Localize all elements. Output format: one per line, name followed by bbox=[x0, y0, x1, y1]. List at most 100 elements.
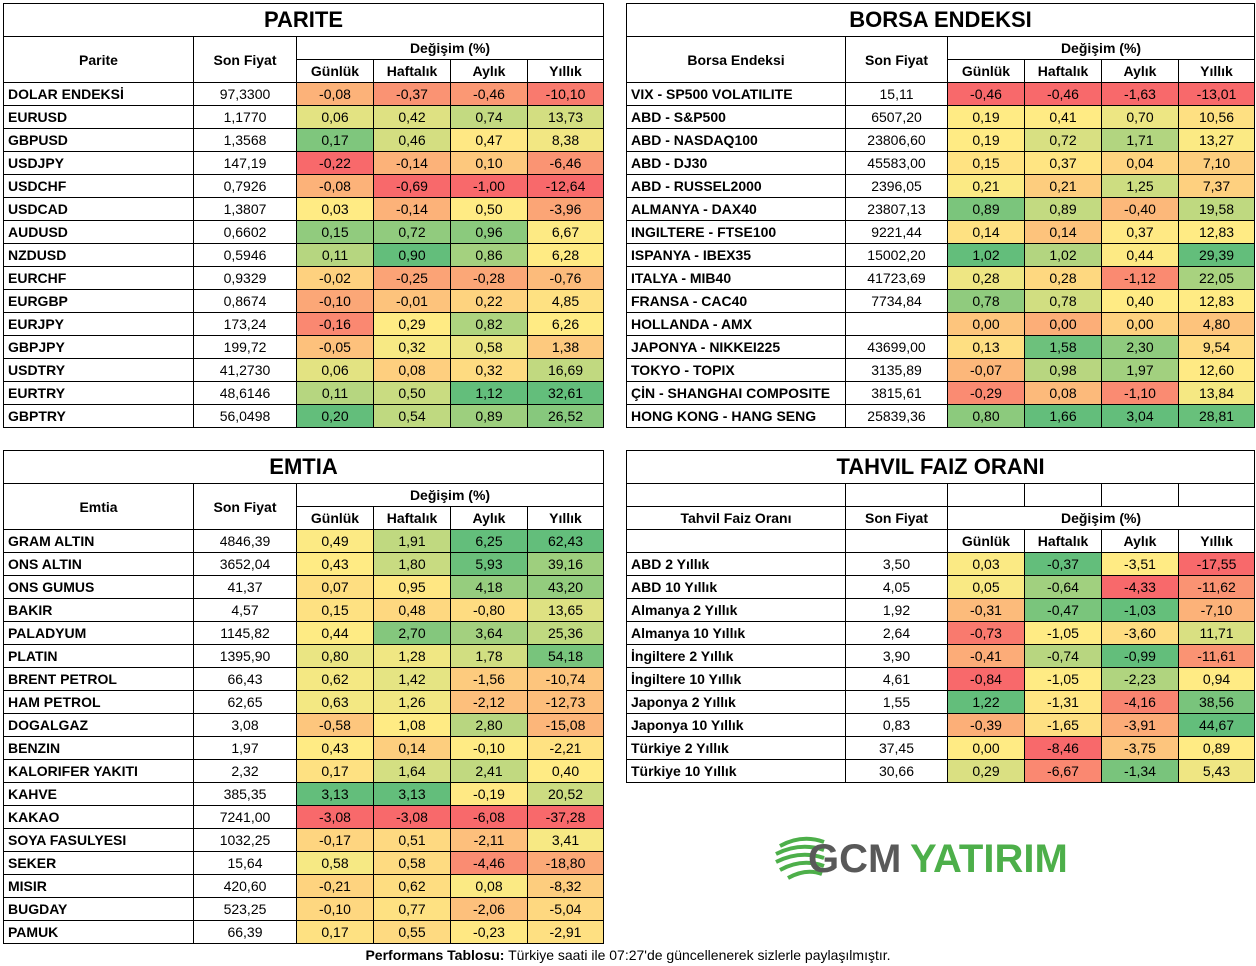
row-price: 66,43 bbox=[193, 667, 297, 691]
row-name: DOLAR ENDEKSİ bbox=[3, 82, 194, 106]
period-monthly: Aylık bbox=[450, 59, 528, 83]
row-price: 199,72 bbox=[193, 335, 297, 359]
change-weekly: 0,72 bbox=[373, 220, 451, 244]
col-change-header: Değişim (%) bbox=[295, 483, 605, 507]
gcm-yatirim-logo: GCM YATIRIM bbox=[772, 830, 1092, 886]
change-daily: 0,03 bbox=[947, 552, 1025, 576]
change-monthly: -1,56 bbox=[450, 667, 528, 691]
change-weekly: -1,31 bbox=[1024, 690, 1102, 714]
change-yearly: 43,20 bbox=[526, 575, 605, 599]
logo-text-gcm: GCM bbox=[808, 837, 901, 881]
change-daily: 0,15 bbox=[296, 220, 374, 244]
footer-bold: Performans Tablosu: bbox=[365, 947, 505, 963]
row-name: BENZIN bbox=[3, 736, 194, 760]
change-monthly: 0,37 bbox=[1101, 220, 1179, 244]
table-row: HOLLANDA - AMX 0,00 0,00 0,00 4,80 bbox=[626, 312, 1256, 336]
row-price: 48,6146 bbox=[193, 381, 297, 405]
col-name-header: Tahvil Faiz Oranı bbox=[626, 506, 846, 530]
row-price: 3,90 bbox=[845, 644, 948, 668]
col-price-header: Son Fiyat bbox=[845, 36, 948, 83]
change-daily: 0,20 bbox=[296, 404, 374, 428]
change-yearly: 4,80 bbox=[1177, 312, 1256, 336]
change-monthly: 0,10 bbox=[450, 151, 528, 175]
change-weekly: 0,41 bbox=[1024, 105, 1102, 129]
change-daily: -0,84 bbox=[947, 667, 1025, 691]
change-weekly: 0,46 bbox=[373, 128, 451, 152]
change-weekly: 2,70 bbox=[373, 621, 451, 645]
change-yearly: 28,81 bbox=[1177, 404, 1256, 428]
change-yearly: -12,73 bbox=[526, 690, 605, 714]
row-name: SEKER bbox=[3, 851, 194, 875]
period-daily: Günlük bbox=[296, 506, 374, 530]
change-monthly: -0,19 bbox=[450, 782, 528, 806]
row-price: 1032,25 bbox=[193, 828, 297, 852]
row-name: BUGDAY bbox=[3, 897, 194, 921]
row-name: İngiltere 10 Yıllık bbox=[626, 667, 846, 691]
change-yearly: 13,73 bbox=[526, 105, 605, 129]
change-weekly: 0,55 bbox=[373, 920, 451, 944]
change-daily: -0,73 bbox=[947, 621, 1025, 645]
change-weekly: 1,58 bbox=[1024, 335, 1102, 359]
change-monthly: -0,99 bbox=[1101, 644, 1179, 668]
change-weekly: 0,29 bbox=[373, 312, 451, 336]
change-daily: -0,02 bbox=[296, 266, 374, 290]
change-yearly: -10,10 bbox=[526, 82, 605, 106]
row-price: 62,65 bbox=[193, 690, 297, 714]
change-yearly: -5,04 bbox=[526, 897, 605, 921]
footer-note: Performans Tablosu: Türkiye saati ile 07… bbox=[0, 944, 1256, 966]
row-name: BAKIR bbox=[3, 598, 194, 622]
col-change-header: Değişim (%) bbox=[946, 506, 1256, 530]
change-monthly: 0,89 bbox=[450, 404, 528, 428]
row-name: GBPJPY bbox=[3, 335, 194, 359]
row-name: Japonya 2 Yıllık bbox=[626, 690, 846, 714]
change-monthly: 2,41 bbox=[450, 759, 528, 783]
row-name: ABD - NASDAQ100 bbox=[626, 128, 846, 152]
table-row: GBPTRY 56,0498 0,20 0,54 0,89 26,52 bbox=[3, 404, 605, 428]
change-weekly: 1,26 bbox=[373, 690, 451, 714]
change-monthly: 0,50 bbox=[450, 197, 528, 221]
change-weekly: 0,28 bbox=[1024, 266, 1102, 290]
change-weekly: -8,46 bbox=[1024, 736, 1102, 760]
table-row: GRAM ALTIN 4846,39 0,49 1,91 6,25 62,43 bbox=[3, 529, 605, 553]
row-name: ABD 10 Yıllık bbox=[626, 575, 846, 599]
row-price: 3,50 bbox=[845, 552, 948, 576]
emtia-table: EMTIA Emtia Son Fiyat Değişim (%) Günlük… bbox=[2, 450, 605, 944]
row-name: GBPUSD bbox=[3, 128, 194, 152]
change-daily: -0,16 bbox=[296, 312, 374, 336]
table-row: EURGBP 0,8674 -0,10 -0,01 0,22 4,85 bbox=[3, 289, 605, 313]
change-daily: -0,41 bbox=[947, 644, 1025, 668]
change-daily: 0,49 bbox=[296, 529, 374, 553]
row-name: EURCHF bbox=[3, 266, 194, 290]
borsa-title: BORSA ENDEKSI bbox=[625, 3, 1256, 37]
row-price: 1,92 bbox=[845, 598, 948, 622]
change-daily: 0,17 bbox=[296, 128, 374, 152]
change-daily: -0,08 bbox=[296, 82, 374, 106]
change-yearly: -6,46 bbox=[526, 151, 605, 175]
table-row: PLATIN 1395,90 0,80 1,28 1,78 54,18 bbox=[3, 644, 605, 668]
row-price: 0,5946 bbox=[193, 243, 297, 267]
change-monthly: -0,80 bbox=[450, 598, 528, 622]
change-yearly: 12,83 bbox=[1177, 220, 1256, 244]
change-weekly: 1,91 bbox=[373, 529, 451, 553]
table-row: İngiltere 10 Yıllık 4,61 -0,84 -1,05 -2,23 0,… bbox=[626, 667, 1256, 691]
change-monthly: 0,74 bbox=[450, 105, 528, 129]
row-name: JAPONYA - NIKKEI225 bbox=[626, 335, 846, 359]
table-row: BENZIN 1,97 0,43 0,14 -0,10 -2,21 bbox=[3, 736, 605, 760]
row-name: ABD - RUSSEL2000 bbox=[626, 174, 846, 198]
tahvil-title: TAHVIL FAIZ ORANI bbox=[625, 450, 1256, 484]
table-row: Türkiye 2 Yıllık 37,45 0,00 -8,46 -3,75 0,89 bbox=[626, 736, 1256, 760]
row-price: 97,3300 bbox=[193, 82, 297, 106]
change-weekly: 1,28 bbox=[373, 644, 451, 668]
row-price: 173,24 bbox=[193, 312, 297, 336]
table-row: USDCHF 0,7926 -0,08 -0,69 -1,00 -12,64 bbox=[3, 174, 605, 198]
row-price: 15002,20 bbox=[845, 243, 948, 267]
logo-graphic: GCM YATIRIM bbox=[775, 836, 1068, 881]
change-weekly: 1,64 bbox=[373, 759, 451, 783]
change-yearly: 0,94 bbox=[1177, 667, 1256, 691]
change-yearly: 20,52 bbox=[526, 782, 605, 806]
change-weekly: 0,14 bbox=[373, 736, 451, 760]
row-price: 0,83 bbox=[845, 713, 948, 737]
change-monthly: 1,12 bbox=[450, 381, 528, 405]
table-row: ALMANYA - DAX40 23807,13 0,89 0,89 -0,40 19,5… bbox=[626, 197, 1256, 221]
change-yearly: 7,10 bbox=[1177, 151, 1256, 175]
